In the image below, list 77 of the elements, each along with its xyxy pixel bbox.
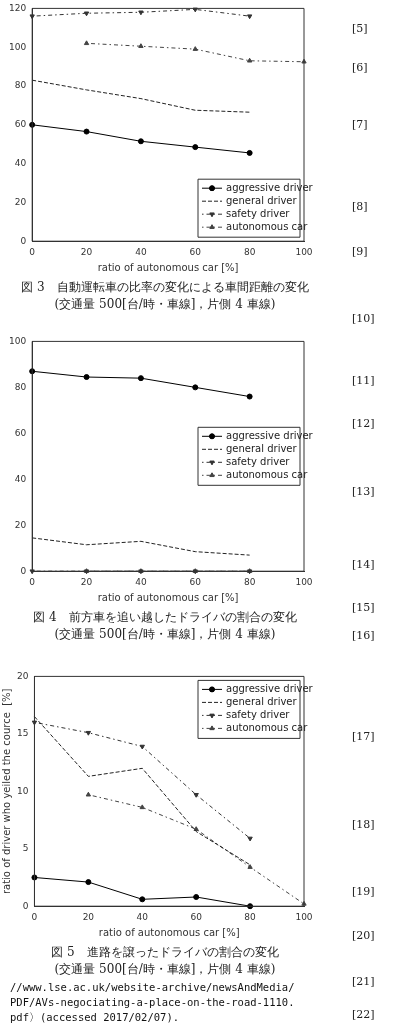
- y-tick-label: 20: [14, 196, 27, 207]
- text: (交通量 500[台/時・車線]，片側 4 車線): [53, 626, 277, 643]
- text: [8]: [352, 200, 368, 213]
- y-axis-title: ratio of driver who yeiled the cource [%]: [0, 688, 12, 895]
- text: (交通量 500[台/時・車線]，片側 4 車線): [53, 961, 277, 978]
- legend-label: general driver: [226, 442, 298, 454]
- x-axis-title: ratio of autonomous car [%]: [98, 926, 240, 938]
- text: 図 4 前方車を追い越したドライバの割合の変化: [32, 609, 298, 626]
- x-tick-label: 40: [135, 576, 147, 587]
- text: [19]: [352, 885, 375, 898]
- x-tick-label: 60: [189, 576, 202, 587]
- x-axis-title: ratio of autonomous car [%]: [97, 591, 239, 603]
- x-tick-label: 80: [243, 576, 256, 587]
- legend-label: safety driver: [226, 708, 291, 720]
- x-tick-label: 0: [29, 576, 36, 587]
- y-tick-label: 80: [14, 80, 27, 91]
- text: [15]: [352, 601, 375, 614]
- text: [11]: [352, 374, 375, 387]
- text: [10]: [352, 312, 375, 325]
- text: (交通量 500[台/時・車線]，片側 4 車線): [53, 296, 277, 313]
- text: [6]: [352, 61, 368, 74]
- y-tick-label: 0: [20, 235, 27, 246]
- y-tick-label: 20: [17, 670, 29, 681]
- x-tick-label: 60: [189, 246, 202, 257]
- x-tick-label: 100: [295, 576, 313, 587]
- x-tick-label: 60: [190, 911, 203, 922]
- text: 図 5 進路を譲ったドライバの割合の変化: [50, 944, 280, 961]
- y-tick-label: 100: [8, 335, 27, 346]
- y-tick-label: 80: [14, 381, 27, 392]
- y-tick-label: 40: [14, 473, 27, 484]
- x-tick-label: 100: [295, 911, 313, 922]
- x-tick-label: 40: [136, 911, 149, 922]
- y-tick-label: 60: [14, 119, 27, 130]
- x-tick-label: 40: [135, 246, 147, 257]
- legend-label: aggressive driver: [226, 429, 314, 441]
- legend-label: safety driver: [226, 455, 291, 467]
- x-tick-label: 0: [29, 246, 36, 257]
- y-tick-label: 60: [14, 427, 27, 438]
- legend-label: safety driver: [226, 207, 291, 219]
- x-tick-label: 80: [243, 246, 256, 257]
- y-tick-label: 100: [8, 41, 27, 52]
- text: [14]: [352, 558, 375, 571]
- text: [18]: [352, 818, 375, 831]
- x-tick-label: 80: [244, 911, 257, 922]
- y-tick-label: 120: [8, 2, 27, 13]
- y-tick-label: 0: [20, 565, 27, 576]
- y-tick-label: 20: [14, 519, 27, 530]
- text: [9]: [352, 245, 368, 258]
- text: 図 3 自動運転車の比率の変化による車間距離の変化: [20, 279, 310, 296]
- text: [20]: [352, 929, 375, 942]
- text: [17]: [352, 730, 375, 743]
- legend-label: aggressive driver: [226, 682, 314, 694]
- x-tick-label: 20: [80, 576, 93, 587]
- text: [16]: [352, 629, 375, 642]
- legend-label: autonomous car: [226, 721, 309, 733]
- text: [12]: [352, 417, 375, 430]
- y-tick-label: 10: [17, 785, 29, 796]
- legend-label: aggressive driver: [226, 181, 314, 193]
- text: [13]: [352, 485, 375, 498]
- x-tick-label: 100: [295, 246, 313, 257]
- legend-label: general driver: [226, 695, 298, 707]
- y-tick-label: 5: [22, 843, 29, 854]
- x-tick-label: 20: [80, 246, 93, 257]
- text: [22]: [352, 1008, 375, 1021]
- text: [21]: [352, 975, 375, 988]
- y-tick-label: 40: [14, 157, 27, 168]
- y-tick-label: 15: [17, 728, 29, 739]
- text: [7]: [352, 118, 368, 131]
- legend-label: general driver: [226, 194, 298, 206]
- x-tick-label: 20: [82, 911, 95, 922]
- text: [5]: [352, 22, 368, 35]
- x-axis-title: ratio of autonomous car [%]: [97, 261, 239, 273]
- legend-label: autonomous car: [226, 220, 309, 232]
- legend-label: autonomous car: [226, 468, 309, 480]
- y-tick-label: 0: [22, 900, 29, 911]
- x-tick-label: 0: [31, 911, 38, 922]
- text: //www.lse.ac.uk/website-archive/newsAndMedia/ PDF/AVs-negociating-a-place-on-the-road-1110. pdf〉(accessed 2017/02/07).: [10, 980, 296, 1025]
